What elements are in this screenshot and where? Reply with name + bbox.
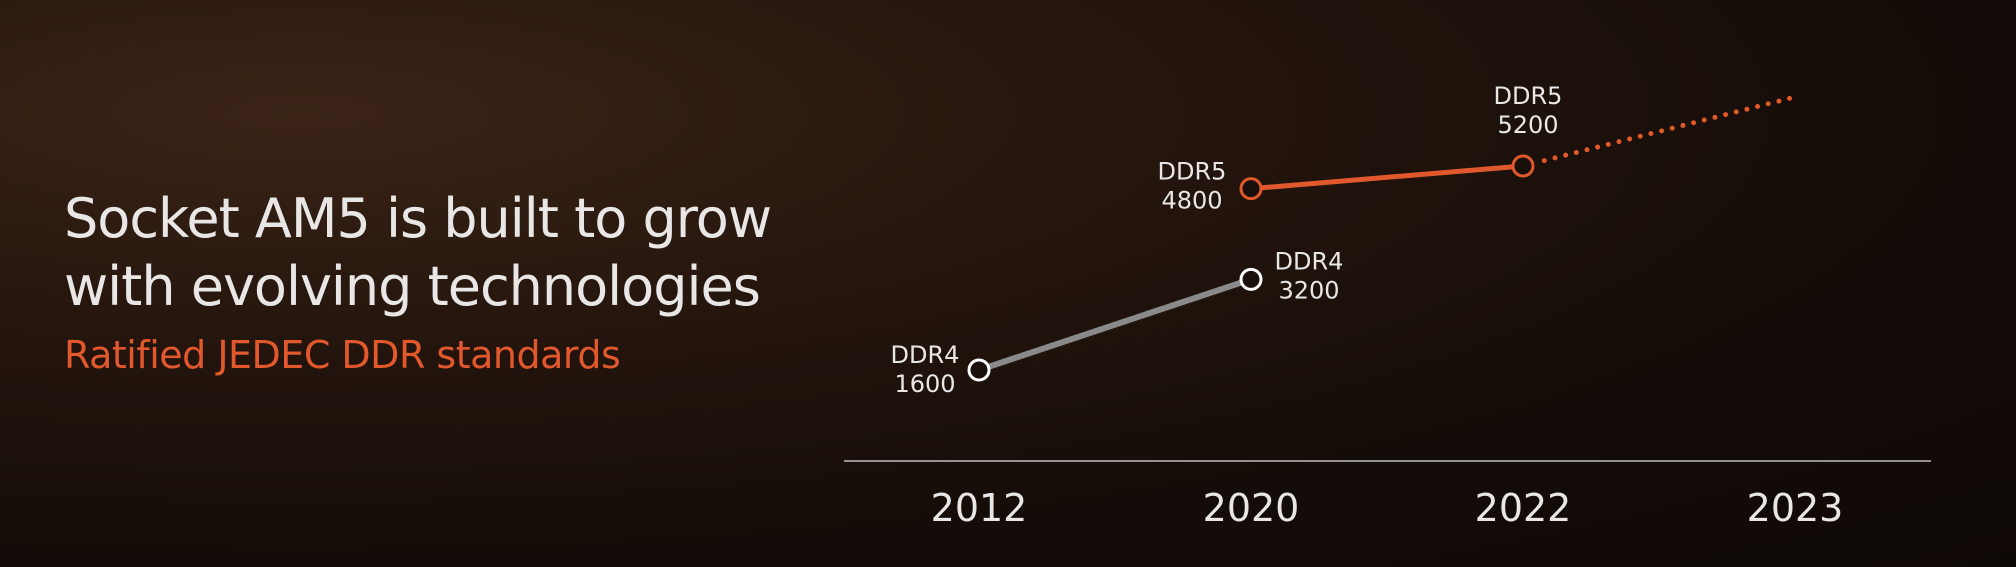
x-tick-label-2023: 2023 [1747,486,1844,530]
x-tick-label-2012: 2012 [931,486,1028,530]
series-ddr5-line [1248,163,1526,192]
series-ddr4-line [976,276,1254,373]
series-ddr5-projection [1541,94,1798,164]
data-label-ddr5-4800: DDR5 4800 [1158,158,1227,215]
x-tick-label-2020: 2020 [1203,486,1300,530]
x-tick-label-2022: 2022 [1475,486,1572,530]
headline: Socket AM5 is built to grow with evolvin… [64,185,824,321]
point-ddr5-2020 [1239,177,1263,201]
data-label-ddr5-5200: DDR5 5200 [1494,82,1563,139]
data-label-ddr4-3200: DDR4 3200 [1275,247,1344,304]
subheadline: Ratified JEDEC DDR standards [64,333,621,377]
point-ddr5-2022 [1511,154,1535,178]
point-ddr4-2020 [1239,267,1263,291]
point-ddr4-2012 [967,358,991,382]
data-label-ddr4-1600: DDR4 1600 [891,341,960,398]
headline-line-1: Socket AM5 is built to grow [64,187,772,250]
headline-line-2: with evolving technologies [64,255,761,318]
